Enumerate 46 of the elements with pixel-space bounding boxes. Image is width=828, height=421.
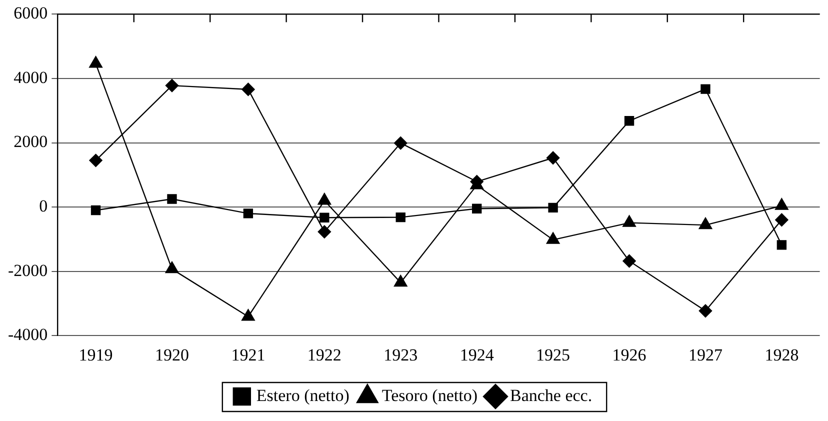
legend-label: Banche ecc. [510, 386, 592, 405]
point [90, 205, 101, 216]
point [242, 82, 255, 96]
x-tick-label: 1928 [764, 345, 799, 364]
point [89, 154, 102, 168]
point [243, 208, 254, 218]
legend-label: Tesoro (netto) [382, 386, 478, 405]
y-tick-label: -2000 [8, 260, 48, 280]
point [775, 198, 788, 210]
point [320, 212, 330, 222]
point [242, 309, 255, 321]
point [546, 232, 560, 244]
y-tick-label: 6000 [14, 4, 48, 23]
point [775, 213, 788, 226]
point [472, 204, 482, 214]
point [624, 116, 634, 126]
point [546, 151, 560, 164]
y-tick-label: 2000 [14, 132, 48, 152]
y-tick-label: -4000 [8, 325, 48, 344]
point [698, 304, 712, 318]
point [318, 225, 332, 238]
point [167, 194, 177, 204]
point [396, 212, 406, 222]
x-tick-label: 1926 [612, 345, 646, 364]
point [698, 217, 712, 230]
y-tick-label: 4000 [14, 68, 48, 87]
x-tick-label: 1921 [231, 345, 266, 364]
x-tick-label: 1925 [536, 345, 570, 364]
x-tick-label: 1927 [688, 345, 723, 364]
point [622, 254, 636, 268]
x-tick-label: 1924 [460, 345, 494, 364]
point [776, 240, 787, 250]
point [700, 84, 710, 94]
x-tick-label: 1922 [307, 345, 342, 364]
point [548, 202, 558, 213]
point [165, 261, 179, 274]
x-tick-label: 1920 [154, 345, 189, 364]
point [318, 193, 332, 205]
point [394, 136, 408, 150]
legend-label: Estero (netto) [256, 386, 350, 405]
point [165, 78, 179, 92]
point [394, 274, 408, 287]
x-tick-label: 1923 [384, 345, 418, 364]
y-tick-label: 0 [39, 196, 48, 216]
x-tick-label: 1919 [78, 345, 113, 364]
point [622, 215, 636, 227]
